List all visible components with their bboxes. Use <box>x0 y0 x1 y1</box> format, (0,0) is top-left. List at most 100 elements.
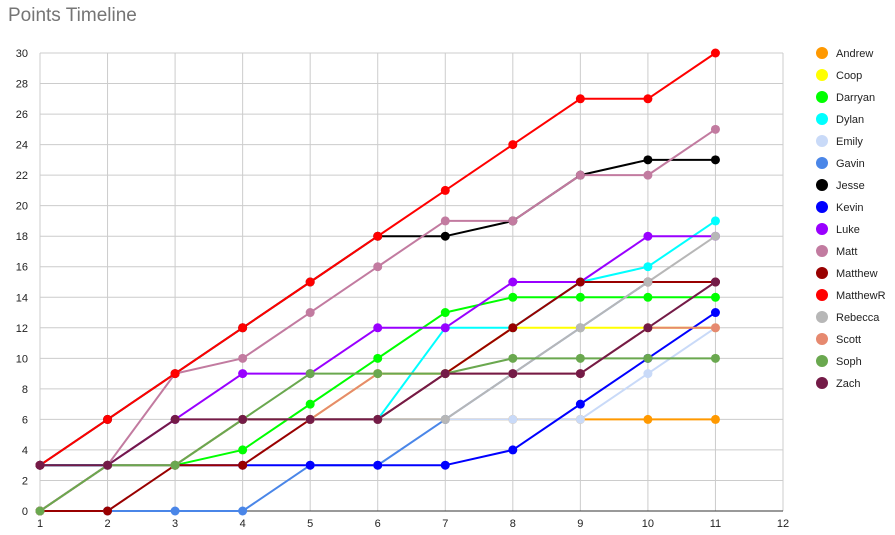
data-point-matthew <box>575 277 585 287</box>
y-tick-label: 26 <box>16 109 28 121</box>
data-point-matt <box>643 170 653 180</box>
legend-marker-coop <box>816 69 828 81</box>
x-tick-label: 7 <box>442 518 448 530</box>
y-tick-label: 24 <box>16 140 28 152</box>
data-point-rebecca <box>575 323 585 333</box>
data-point-matthewr <box>170 369 180 379</box>
data-point-luke <box>238 369 248 379</box>
legend-label-emily: Emily <box>836 136 863 148</box>
data-point-emily <box>575 414 585 424</box>
y-tick-label: 2 <box>22 475 28 487</box>
y-tick-label: 22 <box>16 170 28 182</box>
data-point-matthewr <box>643 94 653 104</box>
data-point-kevin <box>305 460 315 470</box>
legend-label-andrew: Andrew <box>836 48 873 60</box>
data-point-zach <box>643 323 653 333</box>
legend-label-matt: Matt <box>836 246 857 258</box>
x-tick-label: 5 <box>307 518 313 530</box>
data-point-zach <box>373 414 383 424</box>
data-point-matt <box>575 170 585 180</box>
data-point-matthewr <box>305 277 315 287</box>
x-tick-label: 9 <box>577 518 583 530</box>
data-point-matt <box>373 262 383 272</box>
data-point-zach <box>305 414 315 424</box>
data-point-darryan <box>305 399 315 409</box>
data-point-matthewr <box>440 185 450 195</box>
data-point-matthewr <box>710 48 720 58</box>
y-tick-label: 18 <box>16 231 28 243</box>
data-point-soph <box>575 353 585 363</box>
legend-marker-jesse <box>816 179 828 191</box>
data-point-darryan <box>373 353 383 363</box>
data-point-zach <box>35 460 45 470</box>
y-tick-label: 12 <box>16 323 28 335</box>
y-tick-label: 6 <box>22 414 28 426</box>
legend: Andrew Coop Darryan Dylan Emily Gavin Jesse Kev… <box>816 47 886 390</box>
data-point-soph <box>508 353 518 363</box>
data-point-darryan <box>643 292 653 302</box>
x-tick-label: 3 <box>172 518 178 530</box>
data-point-soph <box>373 369 383 379</box>
data-point-matthew <box>238 460 248 470</box>
data-point-matt <box>508 216 518 226</box>
x-tick-label: 2 <box>104 518 110 530</box>
y-tick-label: 28 <box>16 79 28 91</box>
legend-label-coop: Coop <box>836 70 862 82</box>
data-point-zach <box>238 414 248 424</box>
y-tick-label: 14 <box>16 292 28 304</box>
y-tick-label: 16 <box>16 262 28 274</box>
legend-label-luke: Luke <box>836 224 860 236</box>
data-point-scott <box>710 323 720 333</box>
x-tick-label: 10 <box>642 518 654 530</box>
legend-marker-zach <box>816 377 828 389</box>
data-point-kevin <box>373 460 383 470</box>
data-point-jesse <box>643 155 653 165</box>
data-point-matthewr <box>508 140 518 150</box>
data-point-soph <box>35 506 45 516</box>
data-point-soph <box>305 369 315 379</box>
legend-label-gavin: Gavin <box>836 158 865 170</box>
data-point-soph <box>170 460 180 470</box>
data-point-jesse <box>440 231 450 241</box>
data-point-luke <box>508 277 518 287</box>
data-point-zach <box>710 277 720 287</box>
legend-label-matthewr: MatthewR <box>836 290 886 302</box>
legend-marker-soph <box>816 355 828 367</box>
legend-marker-kevin <box>816 201 828 213</box>
chart-title: Points Timeline <box>8 5 137 26</box>
data-point-zach <box>575 369 585 379</box>
legend-marker-matt <box>816 245 828 257</box>
data-point-luke <box>440 323 450 333</box>
data-point-rebecca <box>643 277 653 287</box>
legend-label-darryan: Darryan <box>836 92 875 104</box>
data-point-kevin <box>710 308 720 318</box>
data-point-matthewr <box>373 231 383 241</box>
legend-marker-darryan <box>816 91 828 103</box>
legend-marker-matthewr <box>816 289 828 301</box>
x-tick-label: 12 <box>777 518 789 530</box>
data-point-darryan <box>238 445 248 455</box>
legend-label-jesse: Jesse <box>836 180 865 192</box>
data-point-soph <box>643 353 653 363</box>
data-point-kevin <box>575 399 585 409</box>
y-tick-label: 4 <box>22 445 28 457</box>
data-point-zach <box>103 460 113 470</box>
legend-label-dylan: Dylan <box>836 114 864 126</box>
legend-label-soph: Soph <box>836 356 862 368</box>
y-tick-label: 20 <box>16 201 28 213</box>
legend-marker-rebecca <box>816 311 828 323</box>
data-point-gavin <box>170 506 180 516</box>
x-tick-label: 6 <box>375 518 381 530</box>
data-point-andrew <box>710 414 720 424</box>
data-point-matthew <box>508 323 518 333</box>
legend-marker-emily <box>816 135 828 147</box>
data-point-matthewr <box>238 323 248 333</box>
y-tick-label: 8 <box>22 384 28 396</box>
data-point-matt <box>440 216 450 226</box>
legend-marker-matthew <box>816 267 828 279</box>
data-point-darryan <box>508 292 518 302</box>
data-point-matt <box>238 353 248 363</box>
data-point-soph <box>710 353 720 363</box>
